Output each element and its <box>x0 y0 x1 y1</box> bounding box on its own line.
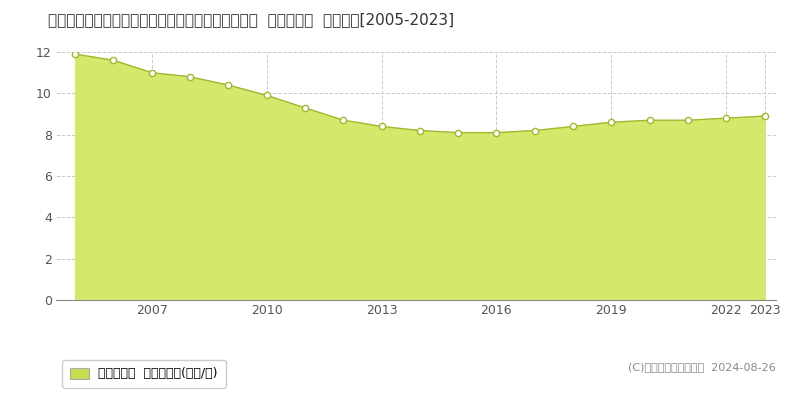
Legend: 基準地価格  平均坪単価(万円/坪): 基準地価格 平均坪単価(万円/坪) <box>62 360 226 388</box>
Text: 鳥取県東伯郡湯梨浜町大字田後字宮ケ坪７７番２２  基準地価格  地価推移[2005-2023]: 鳥取県東伯郡湯梨浜町大字田後字宮ケ坪７７番２２ 基準地価格 地価推移[2005-… <box>48 12 454 27</box>
Text: (C)土地価格ドットコム  2024-08-26: (C)土地価格ドットコム 2024-08-26 <box>628 362 776 372</box>
